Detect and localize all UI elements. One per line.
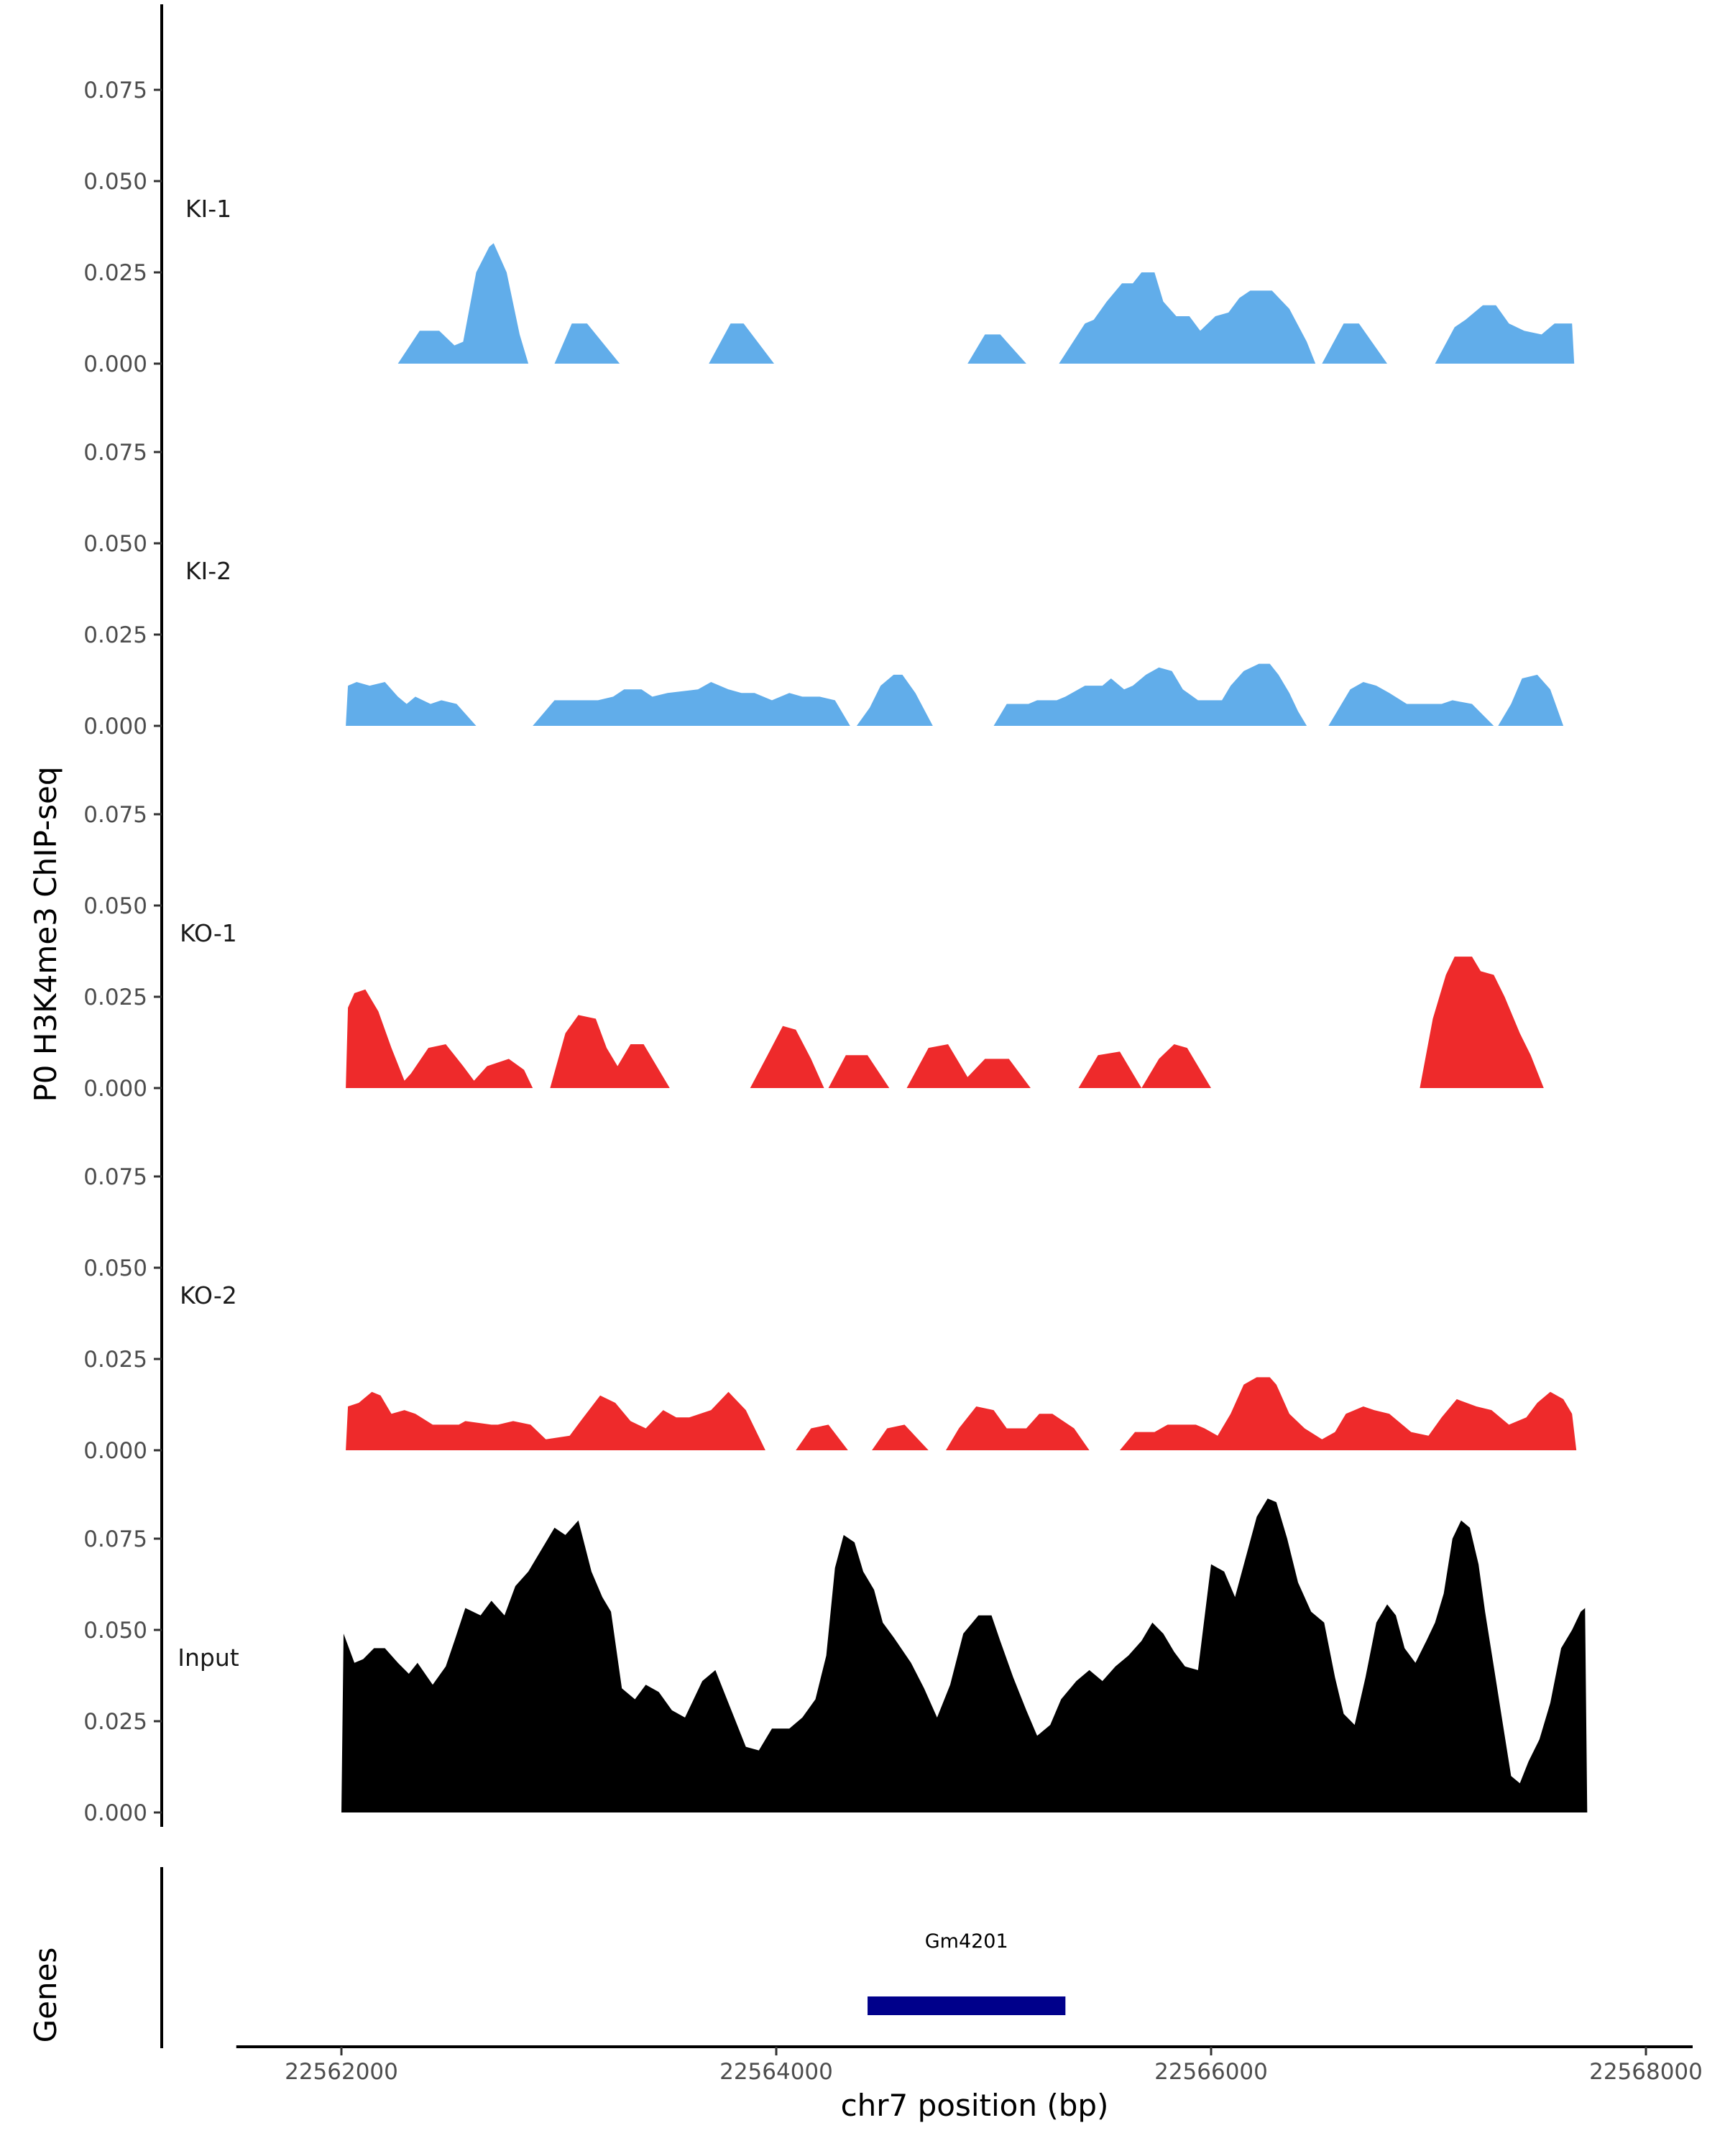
coverage-area — [1120, 1377, 1577, 1450]
y-axis-title: P0 H3K4me3 ChIP-seq — [28, 766, 63, 1102]
coverage-area — [1420, 957, 1544, 1088]
y-tick-label: 0.050 — [83, 1618, 147, 1644]
coverage-area — [554, 323, 620, 364]
coverage-area — [1328, 682, 1494, 726]
coverage-area — [346, 1391, 765, 1450]
y-tick-label: 0.000 — [83, 1800, 147, 1826]
y-tick-label: 0.050 — [83, 1256, 147, 1281]
track-ki-2: 0.000 0.025 0.050 0.075 KI-2 — [83, 367, 1564, 740]
coverage-area — [872, 1424, 929, 1450]
coverage-tracks: 0.0000.0250.0500.075KI-10.0000.0250.0500… — [83, 4, 1588, 1827]
gene-label: Gm4201 — [925, 1930, 1008, 1953]
coverage-area — [1059, 272, 1316, 364]
track-input: 0.000 0.025 0.050 0.075 Input — [83, 1453, 1588, 1827]
coverage-area — [906, 1044, 1031, 1088]
y-tick-label: 0.050 — [83, 169, 147, 195]
y-tick-label: 0.025 — [83, 622, 147, 648]
y-tick-label: 0.075 — [83, 440, 147, 466]
y-tick-label: 0.050 — [83, 531, 147, 557]
coverage-area — [967, 334, 1026, 364]
coverage-area — [946, 1406, 1090, 1450]
coverage-area — [346, 989, 533, 1088]
y-tick-label: 0.075 — [83, 1526, 147, 1552]
track-label: KO-1 — [180, 919, 237, 947]
y-tick-label: 0.025 — [83, 1347, 147, 1373]
coverage-area — [346, 682, 477, 726]
coverage-area — [750, 1026, 824, 1088]
y-tick-label: 0.000 — [83, 1438, 147, 1464]
x-axis-title: chr7 position (bp) — [841, 2088, 1109, 2123]
y-tick-label: 0.025 — [83, 1709, 147, 1735]
coverage-area — [341, 1498, 1588, 1812]
y-tick-label: 0.050 — [83, 893, 147, 919]
x-tick-label: 22562000 — [285, 2059, 398, 2085]
gene-bar — [868, 1996, 1066, 2015]
coverage-area — [1078, 1051, 1142, 1088]
x-tick-label: 22566000 — [1154, 2059, 1268, 2085]
track-ki-1: 0.000 0.025 0.050 0.075 KI-1 — [83, 4, 1575, 378]
y-tick-label: 0.075 — [83, 802, 147, 828]
track-label: KI-1 — [185, 195, 231, 223]
coverage-area — [856, 674, 933, 726]
coverage-area — [533, 682, 850, 726]
coverage-area — [397, 243, 529, 364]
y-tick-label: 0.000 — [83, 714, 147, 740]
coverage-area — [709, 323, 774, 364]
track-ko-2: 0.000 0.025 0.050 0.075 KO-2 — [83, 1091, 1577, 1465]
coverage-area — [796, 1424, 848, 1450]
coverage-area — [1435, 305, 1575, 364]
coverage-area — [1498, 674, 1564, 726]
x-tick-label: 22568000 — [1589, 2059, 1703, 2085]
y-tick-label: 0.025 — [83, 985, 147, 1010]
y-tick-label: 0.025 — [83, 260, 147, 286]
genes-axis-title: Genes — [28, 1948, 63, 2043]
coverage-area — [1141, 1044, 1211, 1088]
coverage-area — [993, 663, 1307, 726]
track-label: KO-2 — [180, 1281, 237, 1309]
track-label: Input — [178, 1644, 239, 1672]
track-label: KI-2 — [185, 557, 231, 585]
y-tick-label: 0.000 — [83, 1076, 147, 1102]
x-axis: 22562000 22564000 22566000 22568000 — [236, 2045, 1703, 2085]
y-tick-label: 0.075 — [83, 78, 147, 103]
track-ko-1: 0.000 0.025 0.050 0.075 KO-1 — [83, 729, 1544, 1102]
x-tick-label: 22564000 — [719, 2059, 833, 2085]
coverage-area — [550, 1015, 670, 1088]
y-tick-label: 0.075 — [83, 1164, 147, 1190]
gene-track: Gm4201 — [160, 1867, 1066, 2048]
coverage-area — [828, 1055, 890, 1088]
y-tick-label: 0.000 — [83, 351, 147, 377]
coverage-area — [1322, 323, 1387, 364]
